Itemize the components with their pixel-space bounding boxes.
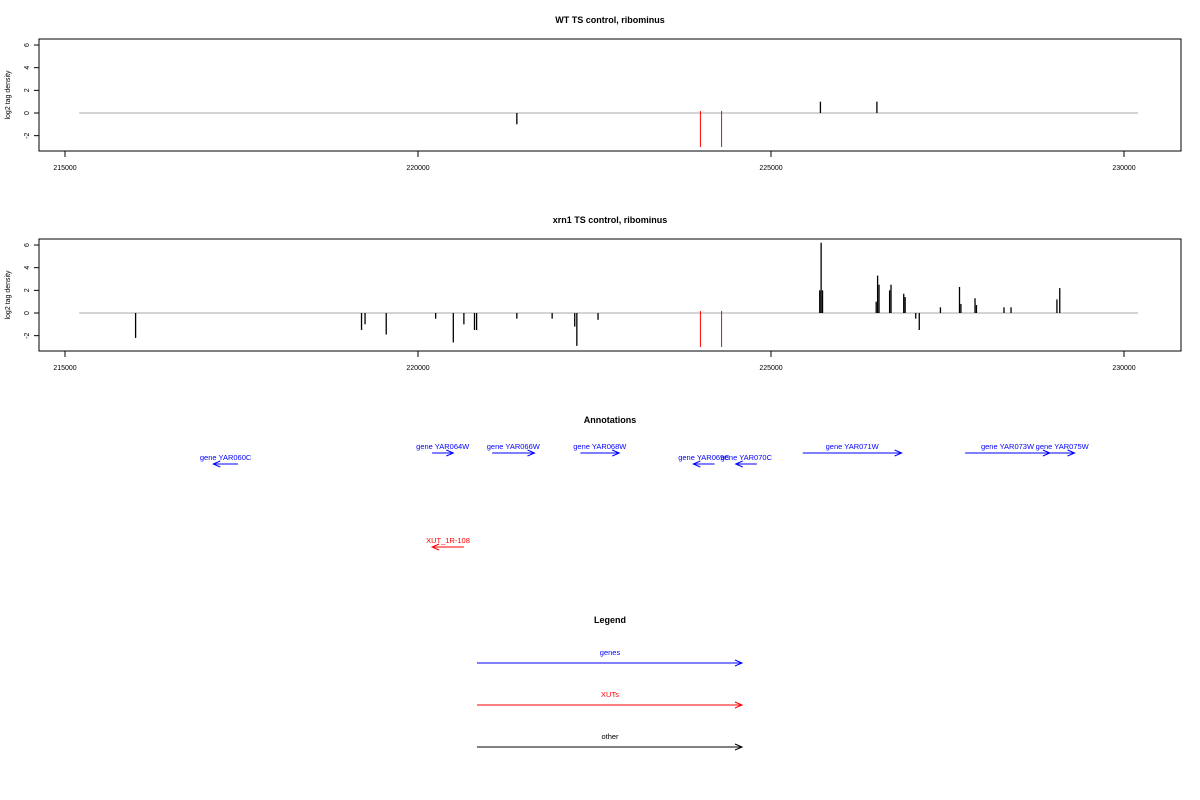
- y-tick-label: 0: [24, 111, 31, 115]
- wt-panel: WT TS control, ribominus log2 tag densit…: [5, 15, 1182, 172]
- feature-label: gene YAR064W: [416, 442, 470, 451]
- feature-label: gene YAR069C: [678, 453, 730, 462]
- panel-title: xrn1 TS control, ribominus: [553, 215, 668, 225]
- x-tick-label: 215000: [53, 365, 76, 372]
- feature-arrowhead: [430, 543, 440, 551]
- feature-layer: gene YAR060C gene YAR064W gene YAR066W gene…: [200, 442, 1090, 551]
- bar-layer: [79, 242, 1139, 347]
- y-tick-label: 4: [24, 66, 31, 70]
- panel-title: WT TS control, ribominus: [555, 15, 665, 25]
- y-axis-label: log2 tag density: [5, 270, 12, 320]
- feature-label: gene YAR068W: [573, 442, 627, 451]
- legend-arrowhead: [734, 659, 744, 667]
- legend-arrowhead: [734, 743, 744, 751]
- feature-label: gene YAR071W: [826, 442, 880, 451]
- y-ticks: -2 0 2 4 6: [24, 43, 39, 139]
- plot-frame: [38, 38, 1182, 152]
- legend-title: Legend: [594, 615, 626, 625]
- bar-layer: [79, 101, 1139, 147]
- y-tick-label: 4: [24, 266, 31, 270]
- x-tick-label: 220000: [406, 165, 429, 172]
- y-tick-label: 0: [24, 311, 31, 315]
- xrn1-panel: xrn1 TS control, ribominus log2 tag dens…: [5, 215, 1182, 372]
- feature-arrowhead: [734, 460, 743, 468]
- y-tick-label: -2: [24, 332, 31, 338]
- legend: Legend genes XUTs other: [477, 615, 744, 751]
- x-tick-label: 225000: [759, 365, 782, 372]
- x-tick-label: 220000: [406, 365, 429, 372]
- feature-label: gene YAR066W: [487, 442, 541, 451]
- annotations-title: Annotations: [584, 415, 637, 425]
- legend-label: XUTs: [601, 690, 619, 699]
- x-tick-label: 230000: [1112, 165, 1135, 172]
- y-tick-label: 6: [24, 43, 31, 47]
- feature-label: gene YAR073W: [981, 442, 1035, 451]
- feature-arrowhead: [527, 449, 536, 457]
- feature-arrowhead: [446, 449, 455, 457]
- y-ticks: -2 0 2 4 6: [24, 243, 39, 339]
- feature-label: XUT_1R-108: [426, 536, 470, 545]
- plot-frame: [38, 238, 1182, 352]
- legend-arrowhead: [734, 701, 744, 709]
- x-tick-label: 225000: [759, 165, 782, 172]
- legend-label: genes: [600, 648, 621, 657]
- x-ticks: 215000 220000 225000 230000: [53, 351, 1136, 372]
- feature-arrowhead: [692, 460, 701, 468]
- y-tick-label: 2: [24, 288, 31, 292]
- legend-label: other: [601, 732, 619, 741]
- feature-label: gene YAR060C: [200, 453, 252, 462]
- y-tick-label: 2: [24, 88, 31, 92]
- x-tick-label: 215000: [53, 165, 76, 172]
- x-tick-label: 230000: [1112, 365, 1135, 372]
- y-tick-label: -2: [24, 132, 31, 138]
- feature-label: gene YAR075W: [1036, 442, 1090, 451]
- feature-arrowhead: [211, 460, 221, 468]
- y-tick-label: 6: [24, 243, 31, 247]
- y-axis-label: log2 tag density: [5, 70, 12, 120]
- feature-arrowhead: [1067, 449, 1076, 457]
- feature-label: gene YAR070C: [721, 453, 773, 462]
- x-ticks: 215000 220000 225000 230000: [53, 151, 1136, 172]
- feature-arrowhead: [894, 449, 903, 457]
- feature-arrowhead: [612, 449, 621, 457]
- legend-entries: genes XUTs other: [477, 648, 744, 751]
